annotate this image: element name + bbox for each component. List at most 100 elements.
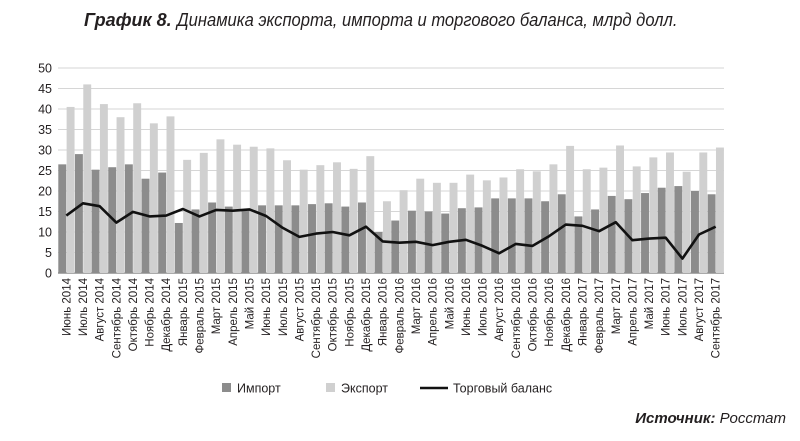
x-tick-label: Июнь 2016: [461, 278, 473, 336]
y-tick-label: 15: [38, 205, 52, 219]
y-tick-label: 20: [38, 185, 52, 199]
bar-import: [374, 232, 383, 273]
bar-import: [607, 195, 616, 273]
x-tick-label: Июль 2017: [677, 278, 689, 336]
x-tick-label: Ноябрь 2015: [344, 278, 356, 347]
y-tick-label: 45: [38, 82, 52, 96]
bar-import: [91, 169, 100, 273]
bar-export: [399, 190, 408, 273]
bar-import: [141, 178, 150, 273]
x-tick-label: Март 2015: [211, 278, 223, 334]
bar-export: [666, 152, 674, 273]
x-tick-label: Ноябрь 2014: [145, 277, 157, 346]
bar-import: [557, 194, 566, 273]
x-tick-label: Февраль 2016: [394, 278, 406, 354]
x-tick-label: Январь 2017: [577, 278, 589, 346]
bar-export: [582, 169, 591, 273]
bar-import: [308, 204, 316, 273]
figure-number: График 8.: [84, 10, 172, 30]
bar-export: [99, 104, 108, 273]
x-tick-label: Декабрь 2016: [561, 278, 573, 352]
y-tick-label: 30: [38, 144, 52, 158]
x-tick-label: Март 2017: [611, 278, 623, 334]
x-tick-label: Февраль 2017: [594, 278, 606, 354]
source-label: Источник:: [635, 410, 716, 427]
y-tick-label: 35: [38, 123, 52, 137]
bar-export: [83, 84, 92, 274]
source-note: Источник: Росстат: [635, 410, 786, 427]
bar-import: [474, 207, 483, 273]
bar-export: [199, 152, 208, 273]
bar-export: [283, 160, 291, 273]
bar-export: [166, 116, 175, 273]
bar-export: [616, 145, 624, 273]
bar-export: [333, 162, 341, 273]
bar-export: [432, 182, 441, 273]
x-tick-label: Август 2015: [294, 278, 306, 341]
x-tick-label: Февраль 2015: [195, 278, 207, 354]
bar-import: [324, 203, 333, 273]
bar-import: [158, 172, 167, 273]
page-title: График 8. Динамика экспорта, импорта и т…: [84, 10, 721, 31]
bar-import: [341, 206, 350, 273]
bar-export: [233, 144, 242, 273]
legend-label: Торговый баланс: [453, 382, 552, 396]
bar-import: [224, 206, 233, 273]
bar-export: [316, 165, 325, 273]
x-tick-label: Июль 2014: [78, 277, 90, 336]
bar-export: [149, 123, 158, 273]
bar-import: [358, 202, 366, 273]
x-tick-label: Май 2015: [244, 278, 256, 329]
x-tick-label: Ноябрь 2016: [544, 278, 556, 347]
bar-import: [524, 198, 533, 273]
x-tick-label: Сентябрь 2016: [511, 278, 523, 358]
bar-export: [682, 171, 691, 273]
trade-balance-line: [65, 202, 717, 260]
bar-import: [674, 186, 683, 273]
bar-export: [66, 106, 75, 273]
bar-import: [657, 187, 666, 273]
bar-import: [291, 205, 300, 273]
x-tick-label: Сентябрь 2017: [711, 278, 723, 358]
bar-export: [532, 171, 541, 273]
bar-import: [208, 202, 217, 273]
bar-export: [366, 156, 375, 273]
bar-import: [591, 209, 600, 273]
bar-import: [274, 205, 283, 273]
bar-import: [391, 220, 400, 273]
bar-export: [449, 182, 458, 273]
bar-export: [499, 177, 508, 273]
x-tick-label: Январь 2015: [178, 278, 190, 346]
bar-export: [416, 178, 425, 273]
bar-import: [641, 193, 649, 273]
bar-import: [574, 216, 583, 273]
bar-export: [266, 148, 275, 273]
legend-swatch-export: [326, 383, 335, 392]
legend-swatch-import: [222, 383, 231, 392]
bar-export: [382, 201, 391, 273]
x-tick-label: Июнь 2014: [61, 277, 73, 336]
bar-export: [549, 164, 558, 273]
x-tick-label: Март 2016: [411, 278, 423, 334]
bar-import: [174, 222, 183, 273]
x-tick-label: Январь 2016: [378, 278, 390, 346]
bar-import: [191, 209, 200, 273]
bar-export: [482, 180, 491, 273]
legend-label: Импорт: [237, 382, 281, 396]
x-tick-label: Июнь 2015: [261, 278, 273, 336]
y-tick-label: 5: [45, 246, 52, 260]
x-tick-label: Май 2017: [644, 278, 656, 329]
bar-import: [507, 198, 516, 273]
bar-export: [632, 166, 641, 273]
bar-export: [516, 169, 525, 273]
bar-export: [116, 117, 125, 273]
y-tick-label: 50: [38, 62, 52, 76]
x-tick-label: Апрель 2016: [428, 278, 440, 346]
bar-export: [599, 167, 608, 273]
bar-import: [491, 198, 500, 273]
bar-export: [183, 159, 192, 273]
x-tick-label: Май 2016: [444, 278, 456, 329]
x-tick-label: Декабрь 2015: [361, 278, 373, 352]
x-tick-label: Октябрь 2015: [328, 278, 340, 351]
